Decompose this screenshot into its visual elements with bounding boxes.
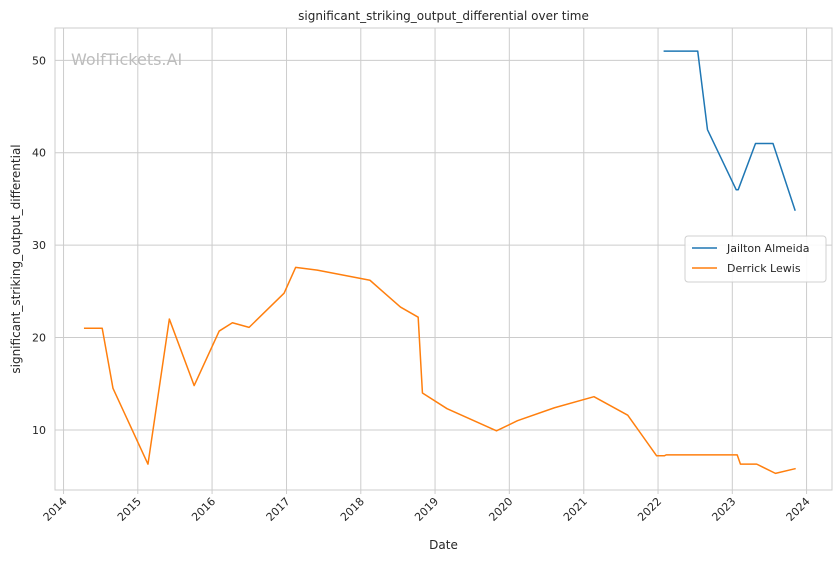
x-tick-labels: 2014 2015 2016 2017 2018 2019 2020 2021 2022 2023…: [41, 490, 813, 524]
y-tick-labels: 10 20 30 40 50: [32, 54, 46, 437]
x-tick-label: 2023: [709, 495, 738, 524]
y-tick-label: 50: [32, 54, 46, 67]
x-tick-label: 2016: [189, 495, 218, 524]
series-layer: [83, 50, 796, 475]
legend: Jailton Almeida Derrick Lewis: [684, 235, 827, 283]
chart-title: significant_striking_output_differential…: [298, 9, 589, 23]
x-tick-label: 2024: [784, 495, 813, 524]
series-line-1: [663, 50, 796, 211]
x-tick-label: 2018: [338, 495, 367, 524]
y-axis-label: significant_striking_output_differential: [9, 144, 23, 373]
x-tick-label: 2021: [561, 495, 590, 524]
legend-label: Jailton Almeida: [726, 242, 809, 255]
plot-frame: [54, 27, 833, 491]
y-tick-label: 30: [32, 239, 46, 252]
y-tick-label: 20: [32, 332, 46, 345]
series-line-2: [83, 266, 796, 475]
legend-label: Derrick Lewis: [727, 262, 801, 275]
watermark: WolfTickets.AI: [71, 50, 182, 69]
x-tick-label: 2015: [115, 495, 144, 524]
x-tick-label: 2017: [264, 495, 293, 524]
x-tick-label: 2019: [412, 495, 441, 524]
x-tick-label: 2022: [635, 495, 664, 524]
y-tick-label: 40: [32, 147, 46, 160]
x-tick-label: 2014: [41, 495, 70, 524]
x-tick-label: 2020: [486, 495, 515, 524]
x-axis-label: Date: [429, 538, 458, 552]
y-tick-label: 10: [32, 424, 46, 437]
legend-box: [684, 235, 827, 283]
